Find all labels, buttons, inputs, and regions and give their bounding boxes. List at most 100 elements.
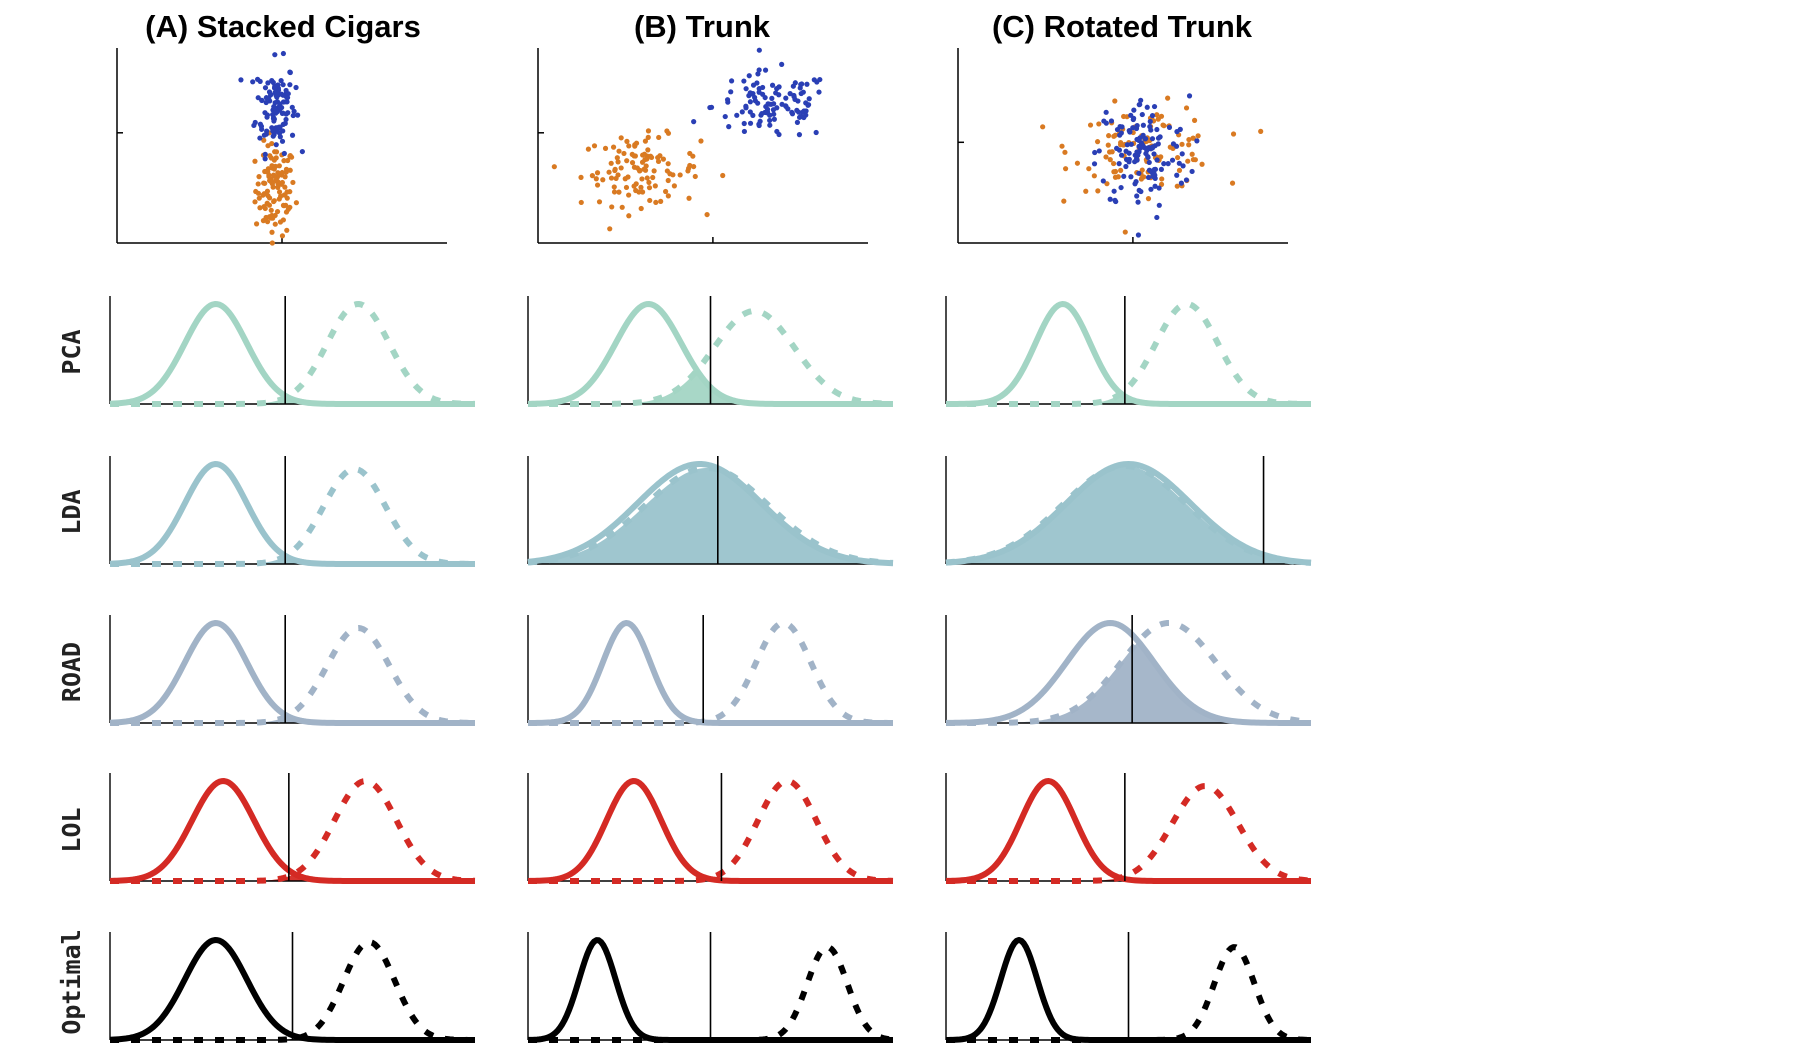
scatter-point bbox=[641, 151, 648, 157]
scatter-point bbox=[739, 109, 745, 115]
scatter-point bbox=[1144, 147, 1150, 154]
scatter-point bbox=[1109, 149, 1115, 155]
scatter-point bbox=[263, 168, 269, 175]
scatter-point bbox=[651, 168, 657, 174]
scatter-point bbox=[277, 104, 283, 111]
scatter-point bbox=[279, 179, 286, 186]
scatter-point bbox=[593, 176, 599, 182]
scatter-point bbox=[266, 89, 273, 95]
scatter-point bbox=[264, 114, 270, 120]
scatter-point bbox=[619, 204, 625, 210]
scatter-point bbox=[585, 146, 592, 152]
scatter-point bbox=[623, 184, 630, 191]
scatter-point bbox=[1120, 142, 1127, 148]
scatter-point bbox=[747, 90, 753, 96]
scatter-point bbox=[771, 101, 777, 107]
scatter-point bbox=[1119, 124, 1125, 130]
density-curve-dotted bbox=[527, 465, 894, 566]
scatter-point bbox=[283, 169, 289, 175]
scatter-point bbox=[645, 147, 651, 153]
scatter-point bbox=[256, 174, 262, 180]
scatter-point bbox=[1086, 166, 1092, 172]
scatter-point bbox=[279, 138, 286, 144]
scatter-point bbox=[794, 119, 801, 125]
scatter-point bbox=[252, 158, 258, 164]
scatter-point bbox=[1096, 121, 1102, 127]
scatter-point bbox=[1121, 173, 1127, 179]
scatter-point bbox=[746, 73, 752, 79]
scatter-point bbox=[1145, 196, 1152, 202]
scatter-point bbox=[1103, 154, 1109, 160]
scatter-point bbox=[271, 173, 277, 179]
scatter-point bbox=[647, 153, 654, 159]
column-title-c: (C) Rotated Trunk bbox=[992, 9, 1253, 44]
density-curve-solid bbox=[109, 301, 476, 407]
scatter-point bbox=[1112, 197, 1118, 203]
scatter-point bbox=[1116, 161, 1122, 167]
scatter-point bbox=[665, 161, 671, 167]
scatter-point bbox=[760, 84, 766, 91]
scatter-point bbox=[1122, 229, 1128, 235]
scatter-point bbox=[290, 112, 296, 119]
scatter-point bbox=[1104, 181, 1110, 187]
scatter-point bbox=[641, 166, 647, 172]
row-label-optimal: Optimal bbox=[57, 929, 86, 1034]
scatter-point bbox=[650, 174, 656, 181]
density-curve-dotted bbox=[109, 625, 476, 726]
scatter-point bbox=[1158, 166, 1165, 173]
row-label-lol: LOL bbox=[57, 807, 86, 852]
scatter-point bbox=[638, 184, 644, 190]
scatter-point bbox=[268, 207, 274, 213]
scatter-point bbox=[1165, 95, 1171, 101]
scatter-point bbox=[1134, 149, 1140, 155]
scatter-point bbox=[1166, 124, 1173, 130]
scatter-point bbox=[795, 98, 801, 104]
scatter-point bbox=[594, 170, 601, 176]
scatter-point bbox=[1118, 152, 1125, 158]
scatter-point bbox=[624, 158, 630, 164]
scatter-point bbox=[677, 172, 683, 178]
scatter-point bbox=[283, 116, 289, 123]
scatter-point bbox=[269, 125, 275, 131]
scatter-point bbox=[665, 193, 671, 199]
scatter-point bbox=[1149, 113, 1156, 119]
scatter-point bbox=[279, 233, 286, 239]
scatter-point bbox=[276, 124, 282, 130]
column-title-a: (A) Stacked Cigars bbox=[145, 9, 421, 44]
scatter-point bbox=[626, 213, 632, 219]
scatter-point bbox=[1131, 107, 1137, 113]
panels bbox=[109, 47, 1312, 1043]
scatter-point bbox=[629, 151, 635, 157]
scatter-series-blue bbox=[691, 47, 823, 138]
scatter-point bbox=[280, 50, 287, 57]
scatter-point bbox=[755, 100, 761, 106]
scatter-point bbox=[280, 128, 286, 134]
scatter-point bbox=[1258, 128, 1264, 134]
scatter-point bbox=[1110, 160, 1117, 167]
scatter-point bbox=[1123, 163, 1129, 170]
scatter-point bbox=[275, 170, 281, 176]
scatter-point bbox=[280, 82, 286, 88]
scatter-point bbox=[252, 199, 258, 205]
scatter-point bbox=[1062, 166, 1069, 172]
scatter-point bbox=[275, 184, 281, 190]
scatter-point bbox=[284, 94, 291, 101]
scatter-point bbox=[256, 195, 262, 201]
scatter-point bbox=[1128, 174, 1134, 180]
scatter-point bbox=[796, 109, 802, 115]
scatter-point bbox=[638, 205, 644, 212]
scatter-point bbox=[591, 143, 598, 149]
scatter-point bbox=[656, 134, 662, 141]
scatter-point bbox=[1154, 126, 1160, 133]
overlap-area bbox=[946, 642, 1311, 723]
column-title-b: (B) Trunk bbox=[634, 9, 771, 44]
scatter-point bbox=[272, 52, 278, 58]
scatter-point bbox=[616, 189, 622, 195]
scatter-point bbox=[803, 108, 809, 114]
scatter-point bbox=[729, 78, 735, 84]
scatter-point bbox=[259, 97, 265, 104]
scatter-point bbox=[741, 78, 747, 84]
scatter-point bbox=[1096, 148, 1102, 154]
scatter-point bbox=[1148, 127, 1154, 133]
scatter-point bbox=[636, 168, 643, 174]
